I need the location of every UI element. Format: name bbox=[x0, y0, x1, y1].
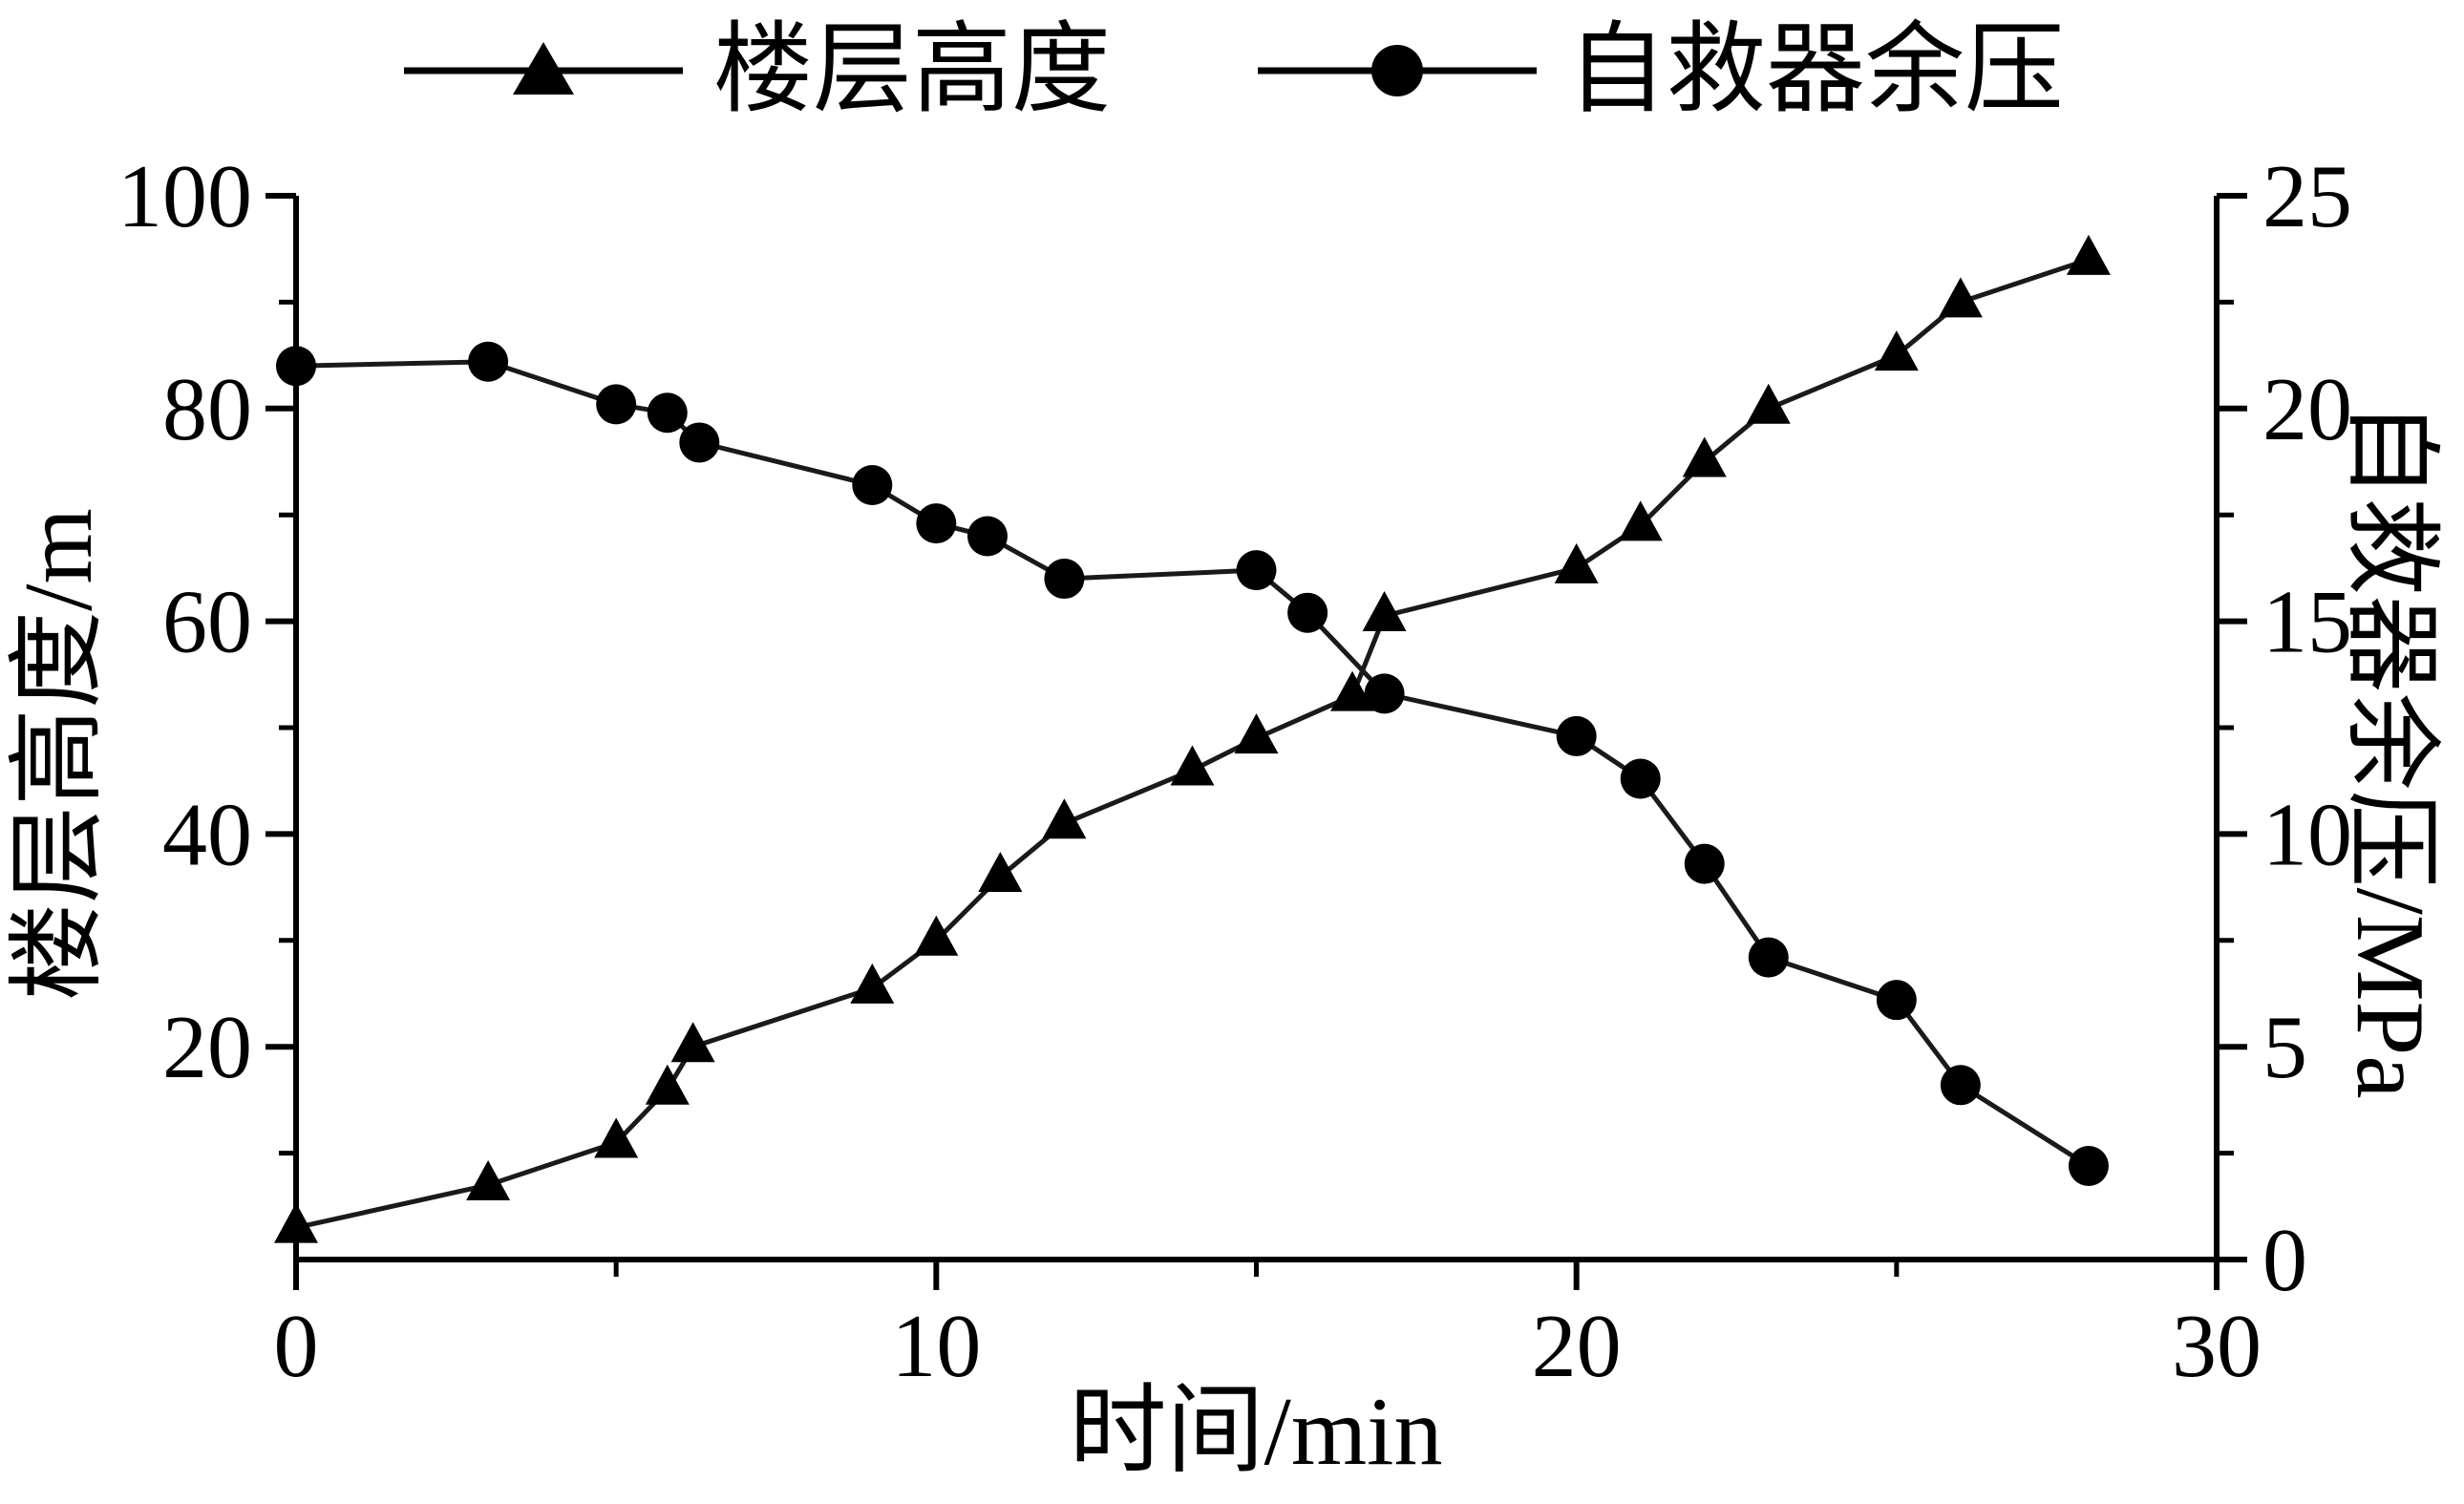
x-tick-label: 30 bbox=[2172, 1297, 2262, 1396]
circle-marker bbox=[1556, 715, 1597, 756]
circle-marker bbox=[647, 392, 688, 434]
triangle-marker bbox=[670, 1022, 715, 1063]
y-axis-label-left: 楼层高度/m bbox=[5, 508, 113, 1001]
y-right-tick-label: 10 bbox=[2262, 785, 2352, 884]
circle-marker bbox=[596, 384, 637, 425]
y-right-tick-label: 20 bbox=[2262, 360, 2352, 459]
triangle-marker bbox=[594, 1117, 639, 1158]
circle-marker bbox=[1684, 843, 1725, 884]
legend-label-residual-pressure: 自救器余压 bbox=[1567, 15, 2065, 125]
residual-pressure-series-marker-icon bbox=[1258, 45, 1537, 96]
circle-marker bbox=[1940, 1065, 1981, 1106]
y-right-tick-label: 5 bbox=[2262, 998, 2307, 1097]
circle-marker bbox=[852, 465, 893, 506]
y-right-tick-label: 25 bbox=[2262, 147, 2352, 246]
y-left-tick-label: 100 bbox=[117, 147, 252, 246]
triangle-marker bbox=[466, 1160, 511, 1201]
circle-marker bbox=[468, 341, 509, 382]
triangle-marker bbox=[2066, 234, 2111, 275]
triangle-marker bbox=[1874, 330, 1919, 371]
circle-marker bbox=[276, 346, 316, 387]
triangle-marker bbox=[1330, 670, 1375, 711]
circle-marker bbox=[1236, 550, 1277, 591]
triangle-marker bbox=[1234, 713, 1279, 754]
y-left-tick-label: 60 bbox=[162, 573, 252, 672]
triangle-marker bbox=[1042, 798, 1087, 839]
circle-marker bbox=[1876, 980, 1917, 1021]
x-axis-label: 时间/min bbox=[1069, 1378, 1443, 1486]
x-tick-label: 0 bbox=[274, 1297, 319, 1396]
x-tick-label: 10 bbox=[891, 1297, 981, 1396]
triangle-marker bbox=[914, 915, 959, 956]
legend-label-floor-height: 楼层高度 bbox=[712, 15, 1111, 125]
x-tick-label: 20 bbox=[1532, 1297, 1622, 1396]
triangle-marker bbox=[1554, 542, 1599, 583]
legend-item-residual-pressure: 自救器余压 bbox=[1254, 21, 2064, 120]
circle-marker bbox=[916, 503, 957, 544]
legend-item-floor-height: 楼层高度 bbox=[400, 21, 1111, 120]
triangle-marker bbox=[1746, 383, 1791, 424]
series-line-triangle bbox=[295, 257, 2090, 1231]
y-right-tick-label: 15 bbox=[2262, 573, 2352, 672]
y-left-tick-label: 40 bbox=[162, 785, 252, 884]
circle-marker bbox=[1044, 559, 1085, 600]
y-axis-label-right: 自救器余压/MPa bbox=[2336, 400, 2444, 1099]
circle-marker bbox=[1748, 937, 1789, 978]
circle-marker bbox=[966, 516, 1008, 557]
y-left-tick-label: 80 bbox=[162, 360, 252, 459]
legend: 楼层高度 自救器余压 bbox=[0, 21, 2464, 120]
circle-marker bbox=[1364, 673, 1405, 714]
circle-marker bbox=[1620, 758, 1661, 799]
circle-marker bbox=[679, 422, 720, 463]
y-right-tick-label: 0 bbox=[2262, 1211, 2307, 1310]
floor-height-series-marker-icon bbox=[403, 42, 683, 95]
triangle-marker bbox=[1362, 591, 1407, 632]
triangle-marker bbox=[1170, 745, 1215, 786]
triangle-marker bbox=[850, 963, 895, 1004]
triangle-marker bbox=[978, 851, 1023, 892]
triangle-marker bbox=[1938, 277, 1983, 318]
triangle-marker bbox=[645, 1064, 690, 1105]
circle-marker bbox=[2068, 1145, 2109, 1186]
triangle-marker bbox=[1682, 436, 1727, 477]
triangle-marker bbox=[1618, 500, 1663, 541]
y-left-tick-label: 20 bbox=[162, 998, 252, 1097]
triangle-marker bbox=[274, 1202, 318, 1243]
circle-marker bbox=[1287, 592, 1328, 633]
